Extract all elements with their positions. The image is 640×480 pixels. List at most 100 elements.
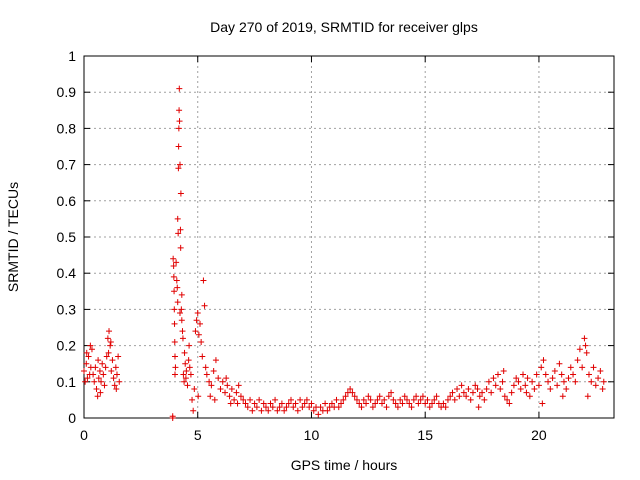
data-point [474,386,481,393]
data-point [475,404,482,411]
data-point [500,367,507,374]
data-point [456,393,463,400]
data-point [547,386,554,393]
data-point [294,407,301,414]
data-point [237,393,244,400]
data-point [600,378,607,385]
data-point [210,367,217,374]
data-point [105,349,112,356]
y-tick-label: 0.7 [57,157,77,173]
data-point [549,375,556,382]
data-point [406,400,413,407]
data-point [476,393,483,400]
data-point [506,400,513,407]
data-point [178,291,185,298]
data-point [520,371,527,378]
data-point [171,288,178,295]
data-point [347,386,354,393]
data-point [308,400,315,407]
data-point [177,244,184,251]
data-point [310,407,317,414]
data-point [262,404,269,411]
data-point [374,396,381,403]
data-point [171,320,178,327]
data-point [112,364,119,371]
data-point [469,389,476,396]
data-point [287,396,294,403]
data-point [231,396,238,403]
data-point [447,393,454,400]
data-point [285,400,292,407]
data-point [497,386,504,393]
data-point [388,389,395,396]
data-point [187,371,194,378]
data-point [278,400,285,407]
data-point [104,335,111,342]
data-point [303,396,310,403]
data-point [424,396,431,403]
data-point [353,396,360,403]
data-point [526,393,533,400]
data-point [185,357,192,364]
data-point [322,400,329,407]
x-tick-label: 10 [304,427,320,443]
data-point [563,386,570,393]
data-point [171,371,178,378]
data-point [383,404,390,411]
data-point [301,400,308,407]
data-point [410,396,417,403]
data-point [233,389,240,396]
data-point [458,382,465,389]
data-point [217,386,224,393]
data-point [181,378,188,385]
data-point [510,382,517,389]
data-point [175,125,182,132]
data-point [565,375,572,382]
data-point [597,367,604,374]
data-point [200,277,207,284]
data-point [96,367,103,374]
data-point [175,143,182,150]
data-point [183,367,190,374]
data-point [592,382,599,389]
data-point [108,367,115,374]
data-point [192,328,199,335]
data-point [570,371,577,378]
data-point [84,375,91,382]
data-point [567,364,574,371]
data-point [481,396,488,403]
data-point [417,396,424,403]
data-point [170,262,177,269]
data-point [116,378,123,385]
data-point [223,375,230,382]
data-point [107,338,114,345]
data-point [94,393,101,400]
data-point [186,364,193,371]
data-point [419,393,426,400]
data-point [244,404,251,411]
data-point [522,382,529,389]
data-point [415,400,422,407]
y-tick-label: 1 [68,48,76,64]
data-point [274,407,281,414]
data-point [208,382,215,389]
data-point [465,386,472,393]
data-point [483,386,490,393]
data-point [235,382,242,389]
data-point [181,349,188,356]
data-point [103,353,110,360]
data-point [342,393,349,400]
data-point [179,328,186,335]
data-point [227,400,234,407]
data-point [247,396,254,403]
data-point [369,404,376,411]
x-tick-label: 0 [80,427,88,443]
data-point [579,364,586,371]
data-point [191,386,198,393]
data-point [224,382,231,389]
data-point [444,396,451,403]
data-point [88,346,95,353]
data-point [533,371,540,378]
data-point [175,165,182,172]
data-point [176,107,183,114]
